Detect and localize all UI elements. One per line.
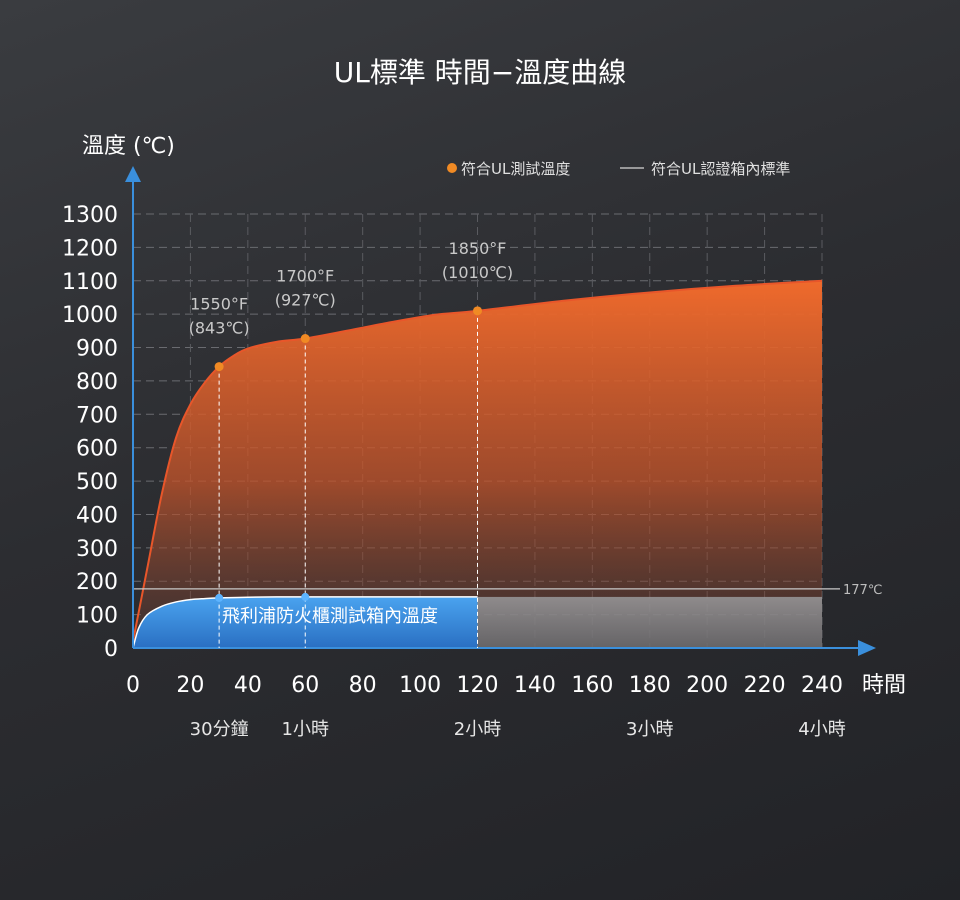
- y-tick-label: 800: [76, 370, 118, 395]
- legend-dot-test-temp: [447, 163, 457, 173]
- legend-label-test-temp: 符合UL測試溫度: [461, 160, 570, 178]
- y-tick-label: 900: [76, 337, 118, 362]
- reference-line-group: 177℃: [133, 583, 882, 598]
- y-axis-title: 溫度 (℃): [82, 134, 175, 159]
- y-tick-label: 200: [76, 570, 118, 595]
- y-tick-label: 500: [76, 470, 118, 495]
- y-tick-label: 1200: [62, 236, 118, 261]
- test-temp-line: [132, 279, 823, 642]
- axes: [125, 166, 876, 656]
- annotation-label-f: 1550°F: [190, 295, 248, 314]
- y-tick-label: 100: [76, 604, 118, 629]
- y-tick-label: 700: [76, 403, 118, 428]
- x-tick-label: 220: [744, 673, 786, 698]
- cabinet-temp-label: 飛利浦防火櫃測試箱內溫度: [222, 606, 438, 627]
- y-tick-label: 400: [76, 503, 118, 528]
- x-sublabel: 2小時: [454, 719, 501, 740]
- legend-label-standard: 符合UL認證箱內標準: [651, 160, 790, 178]
- annotation-label-f: 1700°F: [276, 267, 334, 286]
- y-tick-label: 1000: [62, 303, 118, 328]
- x-tick-label: 60: [291, 673, 319, 698]
- cabinet-point: [215, 593, 224, 602]
- x-tick-label: 80: [349, 673, 377, 698]
- x-sublabel: 30分鐘: [190, 719, 249, 740]
- y-axis-arrow: [125, 166, 141, 182]
- x-tick-label: 140: [514, 673, 556, 698]
- x-tick-label: 160: [571, 673, 613, 698]
- y-tick-label: 300: [76, 537, 118, 562]
- x-tick-labels: 0 20 40 60 80 100 120 140 160 180 200 220 240: [126, 673, 843, 698]
- x-sublabel: 3小時: [626, 719, 673, 740]
- annotation-point: [300, 334, 310, 344]
- annotation-label-c: (1010℃): [442, 263, 513, 282]
- y-tick-label: 1300: [62, 203, 118, 228]
- annotation-label-c: (927℃): [275, 291, 336, 310]
- y-tick-label: 1100: [62, 270, 118, 295]
- y-tick-label: 0: [104, 637, 118, 662]
- x-sublabel: 1小時: [282, 719, 329, 740]
- annotations: 1550°F (843℃) 1700°F (927℃) 1850°F (1010℃): [189, 239, 513, 648]
- reference-line-label: 177℃: [843, 583, 882, 598]
- legend: 符合UL測試溫度 符合UL認證箱內標準: [447, 160, 790, 178]
- annotation-label-c: (843℃): [189, 319, 250, 338]
- x-axis-title: 時間: [862, 673, 906, 698]
- x-tick-label: 180: [629, 673, 671, 698]
- x-tick-label: 40: [234, 673, 262, 698]
- chart-title: UL標準 時間−溫度曲線: [334, 56, 626, 89]
- x-sublabels: 30分鐘 1小時 2小時 3小時 4小時: [190, 719, 846, 740]
- x-tick-label: 240: [801, 673, 843, 698]
- x-tick-label: 0: [126, 673, 140, 698]
- x-axis-arrow: [858, 640, 876, 656]
- cabinet-temp-extension: [477, 596, 822, 648]
- annotation-point: [473, 306, 482, 316]
- x-sublabel: 4小時: [798, 719, 845, 740]
- x-tick-label: 20: [176, 673, 204, 698]
- annotation-point: [214, 362, 224, 372]
- cabinet-temp-line: [132, 596, 478, 649]
- annotation-label-f: 1850°F: [449, 239, 507, 258]
- x-tick-label: 200: [686, 673, 728, 698]
- x-tick-label: 100: [399, 673, 441, 698]
- y-tick-labels: 0 100 200 300 400 500 600 700 800 900 1000 1100 1200…: [62, 203, 118, 662]
- y-tick-label: 600: [76, 437, 118, 462]
- cabinet-point: [301, 592, 310, 601]
- x-tick-label: 120: [457, 673, 499, 698]
